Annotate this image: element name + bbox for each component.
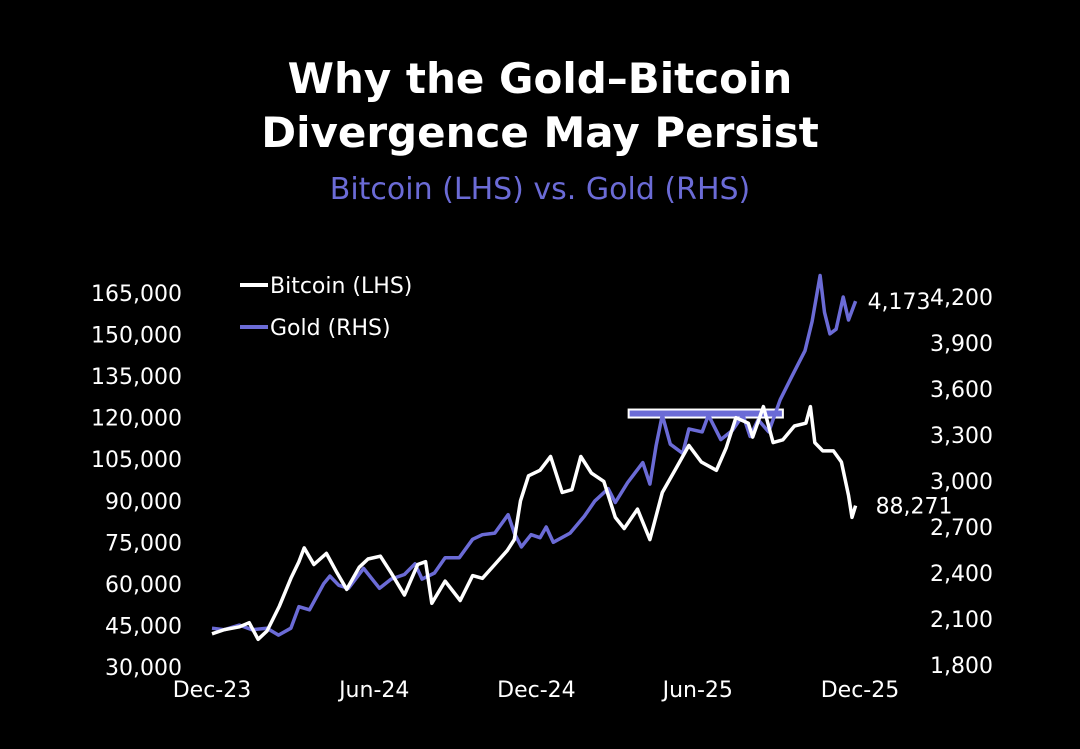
gold-line — [211, 273, 858, 637]
y-left-tick-label: 30,000 — [105, 656, 182, 681]
title-line-2: Divergence May Persist — [261, 108, 819, 157]
gold-end-label: 4,173 — [868, 290, 931, 315]
x-tick-label: Dec-24 — [497, 678, 576, 703]
chart-subtitle: Bitcoin (LHS) vs. Gold (RHS) — [329, 172, 751, 207]
y-left-tick-label: 45,000 — [105, 614, 182, 639]
y-right-tick-label: 1,800 — [930, 654, 993, 679]
x-tick-label: Jun-24 — [337, 678, 409, 703]
chart-title: Why the Gold–Bitcoin Divergence May Pers… — [0, 52, 1080, 160]
x-tick-label: Dec-25 — [821, 678, 900, 703]
y-right-tick-label: 3,000 — [930, 470, 993, 495]
y-right-tick-label: 2,700 — [930, 516, 993, 541]
y-left-tick-label: 165,000 — [91, 282, 182, 307]
y-left-tick-label: 150,000 — [91, 324, 182, 349]
y-left-tick-label: 120,000 — [91, 407, 182, 432]
y-right-tick-label: 3,600 — [930, 378, 993, 403]
y-left-tick-label: 105,000 — [91, 448, 182, 473]
legend: Bitcoin (LHS) Gold (RHS) — [240, 274, 412, 341]
x-tick-label: Jun-25 — [661, 678, 733, 703]
y-right-tick-label: 2,100 — [930, 608, 993, 633]
bitcoin-line — [211, 404, 858, 642]
y-left-tick-label: 90,000 — [105, 490, 182, 515]
y-left-tick-label: 75,000 — [105, 531, 182, 556]
x-tick-label: Dec-23 — [173, 678, 252, 703]
y-right-tick-label: 4,200 — [930, 286, 993, 311]
title-line-1: Why the Gold–Bitcoin — [287, 54, 793, 103]
y-right-tick-label: 3,900 — [930, 332, 993, 357]
y-right-tick-label: 3,300 — [930, 424, 993, 449]
legend-label-bitcoin: Bitcoin (LHS) — [270, 274, 412, 299]
y-left-tick-label: 135,000 — [91, 365, 182, 390]
legend-label-gold: Gold (RHS) — [270, 316, 391, 341]
y-left-tick-label: 60,000 — [105, 573, 182, 598]
bitcoin-end-label: 88,271 — [876, 495, 953, 520]
y-right-tick-label: 2,400 — [930, 562, 993, 587]
